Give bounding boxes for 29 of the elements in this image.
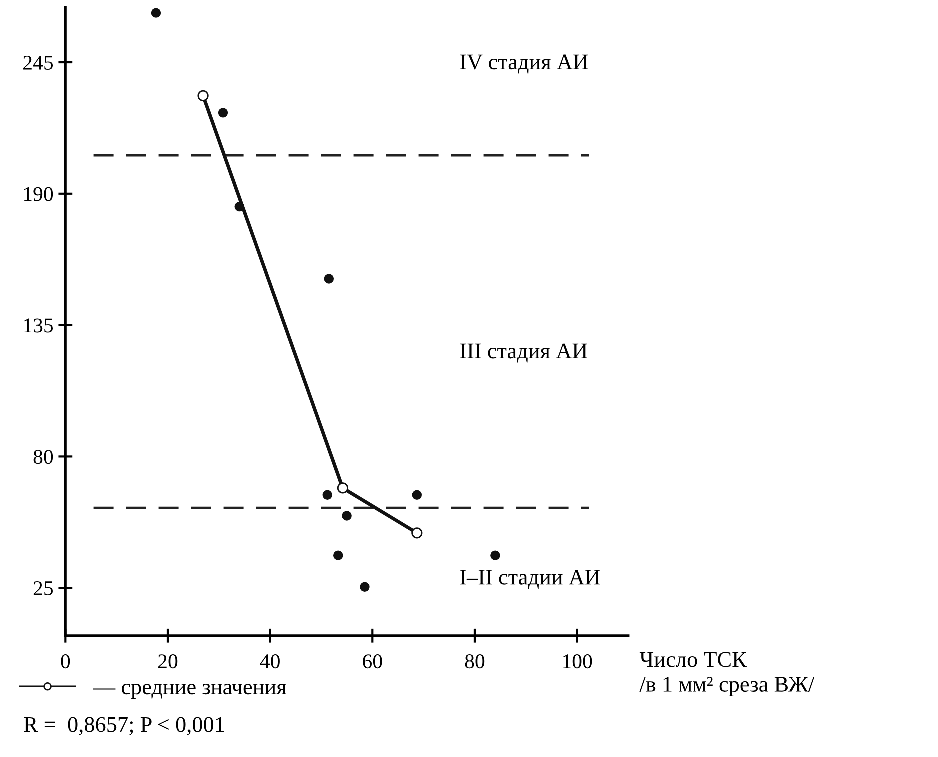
x-tick-label: 60 <box>363 654 382 669</box>
point <box>198 90 209 102</box>
y-tick-label: 135 <box>24 318 54 333</box>
annotation: IV стадия АИ <box>460 54 588 74</box>
x-tick-label: 100 <box>564 654 592 669</box>
point <box>412 490 422 500</box>
point <box>324 274 334 284</box>
text: R = 0,8657; P < 0,001 <box>24 717 224 736</box>
y-tick-label: 80 <box>34 450 54 464</box>
legend-label: — средние значения <box>93 684 286 700</box>
y-tick-label: 245 <box>24 56 54 70</box>
point <box>342 511 352 521</box>
point <box>151 8 162 18</box>
point <box>412 528 423 539</box>
point <box>218 108 228 118</box>
x-tick-label: 0 <box>61 654 70 669</box>
point <box>322 490 332 500</box>
x-tick-label: 80 <box>465 654 485 669</box>
point <box>337 482 349 494</box>
x-tick-label: 40 <box>260 654 280 669</box>
x-tick-label: 20 <box>158 654 178 669</box>
y-tick-label: 25 <box>34 582 54 596</box>
x-axis-title: Число ТСК /в 1 мм² среза ВЖ/ <box>640 652 815 697</box>
annotation: I–II стадии АИ <box>460 570 600 589</box>
annotation: III стадия АИ <box>460 344 588 363</box>
point <box>360 582 370 592</box>
y-tick-label: 190 <box>24 187 54 202</box>
point <box>490 550 500 560</box>
point <box>334 550 344 560</box>
